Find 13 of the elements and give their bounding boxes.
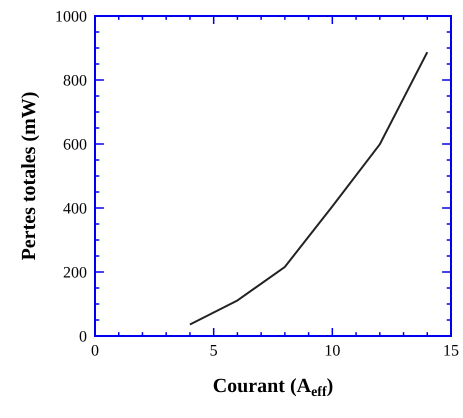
y-tick-label: 400 <box>63 200 87 218</box>
y-tick-label: 1000 <box>55 8 87 26</box>
y-axis-title: Pertes totales (mW) <box>18 92 40 260</box>
y-tick-label: 0 <box>79 328 87 346</box>
line-series <box>188 51 428 326</box>
x-tick-label: 5 <box>210 342 218 360</box>
y-tick-label: 600 <box>63 136 87 154</box>
x-tick-label: 15 <box>443 342 459 360</box>
x-tick-label: 0 <box>91 342 99 360</box>
y-tick-label: 800 <box>63 72 87 90</box>
x-axis-title: Courant (A$_{eff}$) <box>212 375 334 400</box>
y-tick-label: 200 <box>63 264 87 282</box>
x-tick-label: 10 <box>324 342 340 360</box>
